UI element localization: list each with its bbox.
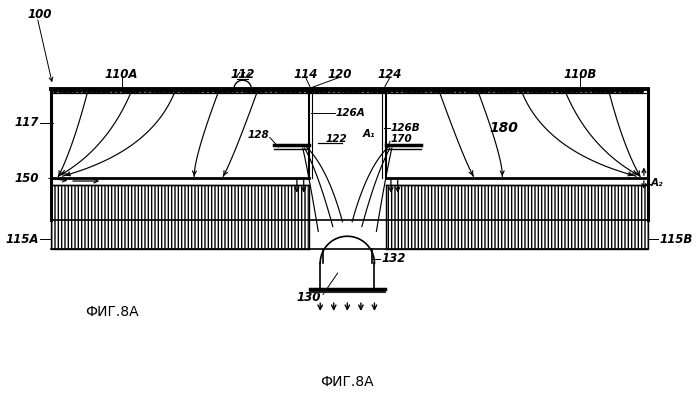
Text: ФИГ.8А: ФИГ.8А (320, 375, 374, 388)
Text: 170: 170 (391, 134, 413, 144)
Text: 114: 114 (293, 68, 318, 81)
Text: 126B: 126B (391, 123, 421, 133)
Polygon shape (51, 185, 309, 249)
Text: 117: 117 (15, 116, 39, 129)
Text: ФИГ.8А: ФИГ.8А (85, 305, 139, 319)
Text: 115A: 115A (6, 233, 39, 246)
Text: 110B: 110B (563, 68, 597, 81)
Text: 128: 128 (247, 130, 269, 140)
Text: 112: 112 (230, 68, 255, 81)
Text: A₁: A₁ (362, 129, 375, 139)
Text: 130: 130 (297, 291, 321, 304)
Text: 110A: 110A (105, 68, 138, 81)
Text: 124: 124 (378, 68, 402, 81)
Text: 132: 132 (381, 252, 406, 265)
Text: 126A: 126A (336, 108, 366, 118)
Text: 120: 120 (327, 68, 352, 81)
Text: 180: 180 (490, 121, 519, 135)
Text: A₂: A₂ (651, 178, 663, 188)
Text: 150: 150 (15, 172, 39, 185)
Polygon shape (386, 185, 648, 249)
Text: 122: 122 (326, 134, 348, 144)
Text: 115B: 115B (660, 233, 693, 246)
Text: 100: 100 (27, 8, 52, 21)
